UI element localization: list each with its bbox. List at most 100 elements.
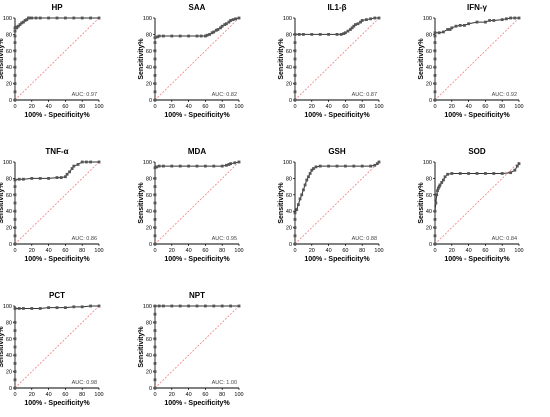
y-tick-label: 40 (6, 65, 12, 71)
x-tick-label: 100 (514, 104, 523, 110)
x-tick-label: 20 (449, 248, 455, 254)
roc-point (500, 18, 504, 22)
y-tick-label: 40 (286, 209, 292, 215)
y-tick-label: 20 (286, 226, 292, 232)
roc-point (55, 306, 59, 310)
roc-point (223, 23, 227, 26)
x-axis-label: 100% - Specificity% (304, 256, 370, 263)
roc-point (302, 188, 305, 192)
roc-point (352, 164, 356, 168)
roc-point (208, 33, 211, 36)
x-tick-label: 40 (46, 248, 52, 254)
x-tick-label: 60 (342, 248, 348, 254)
roc-point (438, 183, 442, 187)
roc-point (38, 307, 42, 310)
roc-point (89, 16, 92, 20)
y-tick-label: 80 (6, 320, 12, 326)
roc-panel-tnf: TNF-α 0 20 40 60 80 100 0 20 40 60 80 100 100% - Spec… (0, 147, 104, 263)
x-tick-label: 40 (46, 392, 52, 398)
roc-point (484, 172, 487, 175)
roc-point (296, 203, 300, 207)
roc-point (216, 28, 220, 31)
roc-point (237, 16, 241, 20)
roc-point (153, 321, 157, 324)
roc-point (212, 30, 216, 34)
roc-point (89, 160, 92, 164)
roc-point (13, 337, 17, 341)
x-tick-label: 80 (499, 104, 505, 110)
roc-point (155, 165, 159, 169)
roc-panel-gsh: GSH 0 20 40 60 80 100 0 20 40 60 80 100 100% - Specif… (278, 147, 384, 263)
roc-point (448, 28, 452, 31)
roc-point (13, 386, 17, 390)
roc-point (458, 172, 462, 175)
auc-label: AUC: 0.84 (492, 236, 517, 242)
roc-point (157, 164, 161, 168)
auc-label: AUC: 0.87 (352, 92, 377, 98)
x-tick-label: 80 (79, 104, 85, 110)
x-tick-label: 40 (46, 104, 52, 110)
roc-point (220, 164, 224, 168)
roc-point (97, 304, 101, 308)
y-tick-label: 60 (146, 193, 152, 199)
roc-point (16, 24, 20, 28)
roc-panel-pct: PCT 0 20 40 60 80 100 0 20 40 60 80 100 100% - Specif… (0, 291, 104, 407)
x-tick-label: 60 (202, 104, 208, 110)
roc-point (178, 164, 182, 168)
x-tick-label: 0 (433, 104, 436, 110)
y-axis-label: Sensitivity% (0, 326, 5, 368)
roc-point (13, 74, 17, 77)
roc-point (153, 166, 157, 170)
y-tick-label: 40 (6, 353, 12, 359)
roc-point (25, 18, 29, 22)
roc-point (13, 98, 17, 102)
x-axis-label: 100% - Specificity% (164, 256, 230, 263)
roc-curve-line (154, 305, 239, 388)
x-tick-label: 40 (186, 248, 192, 254)
auc-label: AUC: 0.82 (212, 92, 237, 98)
roc-point (170, 34, 174, 38)
roc-point (237, 160, 241, 164)
roc-point (13, 57, 17, 61)
roc-point (433, 74, 437, 77)
roc-point (433, 90, 437, 94)
y-tick-label: 20 (146, 370, 152, 376)
roc-point (484, 20, 487, 24)
roc-point (153, 98, 157, 102)
roc-point (293, 226, 297, 229)
roc-point (446, 28, 449, 31)
y-tick-label: 0 (289, 98, 292, 104)
roc-point (30, 177, 34, 180)
roc-point (373, 163, 377, 167)
roc-point (47, 177, 50, 180)
roc-point (293, 242, 297, 246)
y-tick-label: 100 (423, 160, 432, 166)
x-tick-label: 80 (219, 248, 225, 254)
roc-point (195, 164, 199, 168)
reference-diagonal-line (14, 17, 100, 101)
roc-point (433, 218, 437, 221)
y-axis-label: Sensitivity% (278, 182, 285, 224)
x-tick-label: 100 (514, 248, 523, 254)
auc-label: AUC: 0.98 (72, 380, 97, 386)
roc-point (17, 307, 21, 310)
y-axis-label: Sensitivity% (0, 182, 5, 224)
roc-point (153, 185, 157, 188)
x-tick-label: 100 (374, 104, 383, 110)
roc-point (467, 22, 470, 26)
roc-panel-npt: NPT 0 20 40 60 80 100 0 20 40 60 80 100 100% - Specif… (138, 291, 244, 407)
roc-point (157, 304, 161, 308)
roc-point (433, 234, 437, 238)
roc-point (22, 177, 25, 181)
roc-point (433, 31, 437, 35)
roc-point (34, 16, 38, 20)
roc-point (178, 34, 182, 38)
roc-point (153, 329, 157, 332)
chart-title: IL1-β (327, 3, 346, 12)
roc-point (68, 170, 71, 174)
y-tick-label: 60 (6, 49, 12, 55)
roc-point (234, 17, 238, 21)
roc-point (293, 49, 297, 53)
roc-point (153, 36, 157, 40)
y-tick-label: 80 (426, 32, 432, 38)
